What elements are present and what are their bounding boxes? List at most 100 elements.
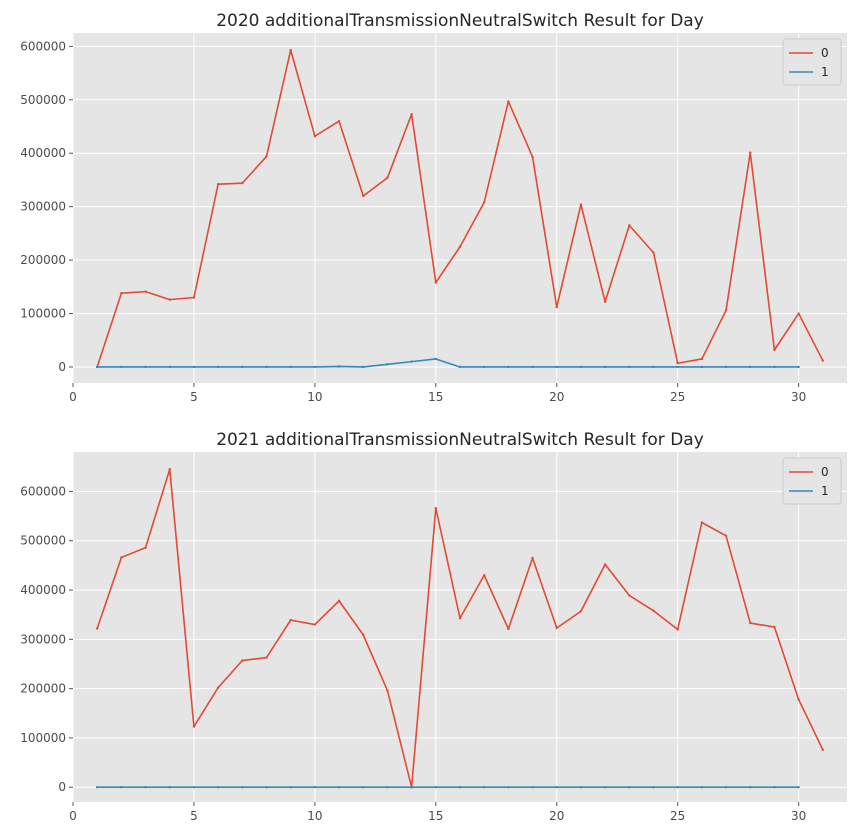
series-line-1 bbox=[97, 358, 799, 368]
data-point bbox=[797, 786, 800, 789]
plot-area bbox=[73, 452, 847, 802]
y-tick-label: 400000 bbox=[20, 146, 66, 160]
y-tick-label: 600000 bbox=[20, 484, 66, 498]
data-point bbox=[724, 309, 728, 312]
data-point bbox=[337, 786, 341, 789]
data-point bbox=[579, 203, 583, 206]
data-point bbox=[144, 365, 147, 369]
y-tick-label: 500000 bbox=[20, 93, 66, 107]
data-point bbox=[120, 292, 123, 295]
data-point bbox=[482, 574, 486, 577]
data-point bbox=[144, 546, 147, 549]
data-point bbox=[507, 365, 510, 369]
legend-box bbox=[782, 457, 842, 505]
data-point bbox=[749, 151, 752, 154]
data-point bbox=[482, 365, 486, 369]
y-tick-label: 100000 bbox=[20, 307, 66, 321]
data-point bbox=[168, 468, 171, 471]
x-tick-label: 15 bbox=[428, 809, 443, 823]
data-point bbox=[362, 786, 365, 789]
data-point bbox=[531, 365, 534, 369]
data-point bbox=[700, 357, 704, 361]
data-point bbox=[168, 365, 171, 369]
data-point bbox=[192, 296, 196, 299]
x-tick-label: 30 bbox=[791, 390, 806, 404]
y-tick-label: 0 bbox=[58, 780, 66, 794]
data-point bbox=[700, 365, 704, 369]
x-tick-label: 5 bbox=[190, 809, 198, 823]
chart-panel-1: 0 5 10 15 20 25 300100000200000300000400000500… bbox=[20, 11, 847, 404]
x-tick-label: 25 bbox=[670, 390, 685, 404]
data-point bbox=[216, 183, 220, 186]
data-point bbox=[724, 534, 728, 538]
data-point bbox=[507, 100, 510, 103]
data-point bbox=[531, 155, 534, 159]
data-point bbox=[603, 300, 607, 303]
y-tick-label: 400000 bbox=[20, 583, 66, 597]
data-point bbox=[265, 365, 268, 369]
legend-box bbox=[782, 38, 842, 86]
data-point bbox=[628, 594, 631, 597]
data-point bbox=[144, 290, 147, 293]
data-point bbox=[410, 786, 413, 789]
data-point bbox=[482, 786, 486, 789]
data-point bbox=[724, 786, 728, 789]
chart-title: 2020 additionalTransmissionNeutralSwitch… bbox=[216, 11, 704, 31]
data-point bbox=[700, 521, 704, 524]
data-point bbox=[241, 365, 244, 369]
data-point bbox=[337, 599, 341, 603]
data-point bbox=[749, 786, 752, 789]
data-point bbox=[507, 786, 510, 789]
data-point bbox=[652, 609, 655, 612]
data-point bbox=[628, 224, 631, 227]
data-point bbox=[192, 725, 196, 728]
data-point bbox=[773, 365, 776, 369]
chart-panel-2: 0 5 10 15 20 25 300100000200000300000400000500… bbox=[20, 430, 847, 823]
y-tick-label: 200000 bbox=[20, 682, 66, 696]
data-point bbox=[241, 786, 244, 789]
data-point bbox=[434, 357, 438, 361]
data-point bbox=[313, 365, 317, 369]
data-point bbox=[555, 786, 558, 789]
data-point bbox=[652, 786, 655, 789]
chart-title: 2021 additionalTransmissionNeutralSwitch… bbox=[216, 430, 704, 450]
x-tick-label: 25 bbox=[670, 809, 685, 823]
data-point bbox=[386, 176, 389, 180]
data-point bbox=[773, 348, 776, 352]
data-point bbox=[168, 786, 171, 789]
data-point bbox=[95, 627, 99, 630]
data-point bbox=[434, 506, 438, 510]
data-point bbox=[603, 786, 607, 789]
data-point bbox=[120, 786, 123, 789]
data-point bbox=[676, 362, 679, 365]
x-tick-label: 10 bbox=[307, 390, 322, 404]
data-point bbox=[821, 748, 825, 751]
data-point bbox=[652, 251, 655, 254]
data-point bbox=[265, 155, 268, 158]
y-tick-label: 600000 bbox=[20, 39, 66, 53]
data-point bbox=[313, 134, 317, 138]
data-point bbox=[289, 786, 292, 789]
plot-area bbox=[73, 33, 847, 383]
data-point bbox=[241, 659, 244, 662]
data-point bbox=[313, 623, 317, 626]
data-point bbox=[362, 633, 365, 637]
data-point bbox=[289, 618, 292, 622]
data-point bbox=[313, 786, 317, 789]
data-point bbox=[821, 359, 825, 362]
data-point bbox=[531, 786, 534, 789]
data-point bbox=[337, 119, 341, 123]
data-point bbox=[797, 312, 800, 315]
legend-label-0: 0 bbox=[821, 46, 829, 60]
x-tick-label: 10 bbox=[307, 809, 322, 823]
data-point bbox=[289, 48, 292, 52]
data-point bbox=[362, 194, 365, 198]
x-tick-label: 20 bbox=[549, 390, 564, 404]
y-tick-label: 100000 bbox=[20, 731, 66, 745]
data-point bbox=[120, 556, 123, 559]
data-point bbox=[410, 113, 413, 116]
data-point bbox=[289, 365, 292, 369]
x-tick-label: 5 bbox=[190, 390, 198, 404]
x-tick-label: 0 bbox=[69, 390, 77, 404]
